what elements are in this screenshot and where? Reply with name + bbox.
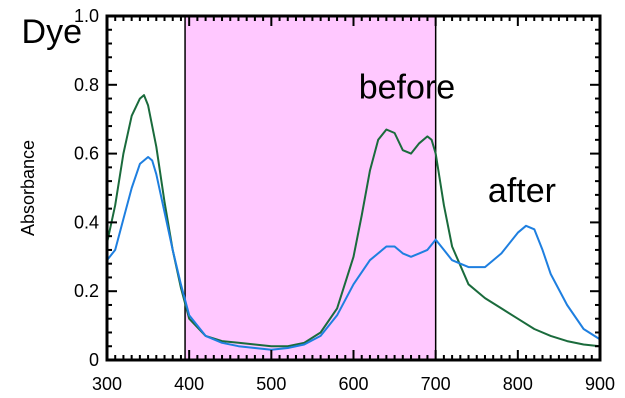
x-tick-label: 600 [338, 374, 368, 394]
y-tick-label: 1.0 [74, 6, 99, 26]
x-tick-label: 500 [256, 374, 286, 394]
cut-off-title: Dye [22, 13, 82, 51]
x-tick-label: 400 [174, 374, 204, 394]
annotation-after: after [488, 172, 556, 210]
y-axis-label: Absorbance [18, 140, 38, 236]
y-tick-label: 0.6 [74, 144, 99, 164]
x-tick-label: 300 [92, 374, 122, 394]
y-tick-label: 0.4 [74, 212, 99, 232]
y-tick-label: 0 [89, 350, 99, 370]
y-tick-label: 0.2 [74, 281, 99, 301]
highlight-band [185, 16, 436, 360]
series-line-before [106, 94, 601, 348]
x-tick-label: 700 [421, 374, 451, 394]
series-line-after [106, 156, 601, 351]
annotation-before: before [359, 69, 455, 107]
y-tick-label: 0.8 [74, 75, 99, 95]
x-tick-label: 800 [503, 374, 533, 394]
x-tick-label: 900 [585, 374, 615, 394]
